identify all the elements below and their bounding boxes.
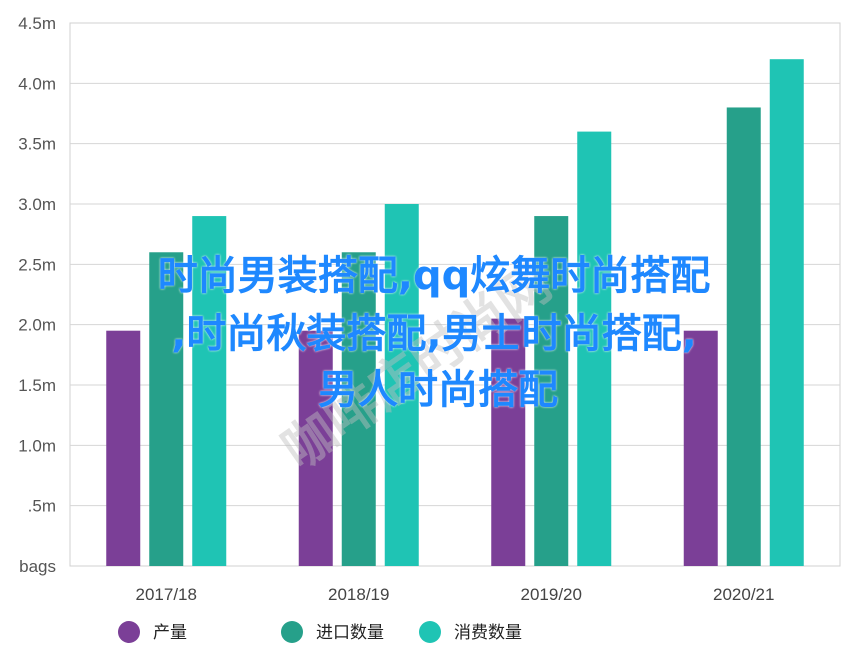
bar xyxy=(149,252,184,566)
y-tick-label: 1.5m xyxy=(18,376,56,395)
plot-frame xyxy=(69,22,841,567)
y-tick-label: 2.0m xyxy=(18,316,56,335)
bar xyxy=(384,204,419,566)
bar xyxy=(106,330,141,566)
overlay-title-line-2: ,时尚秋装搭配,男士时尚搭配, xyxy=(171,311,697,357)
legend-label: 进口数量 xyxy=(316,623,384,643)
bar xyxy=(534,216,569,567)
bar xyxy=(298,330,333,566)
overlay-title-line-1: 时尚男装搭配,qq炫舞时尚搭配 xyxy=(157,253,711,299)
y-tick-label: 1.0m xyxy=(18,436,56,455)
y-tick-label: .5m xyxy=(28,497,56,516)
legend-swatch xyxy=(419,621,441,643)
bar xyxy=(683,330,718,566)
legend-label: 产量 xyxy=(153,623,187,643)
bar xyxy=(192,216,227,567)
x-tick-label: 2020/21 xyxy=(713,585,774,604)
y-tick-label: 4.0m xyxy=(18,74,56,93)
bar xyxy=(341,252,376,566)
legend-label: 消费数量 xyxy=(454,623,522,643)
bar xyxy=(726,107,761,566)
y-tick-label: 4.5m xyxy=(18,14,56,33)
y-tick-label: 2.5m xyxy=(18,255,56,274)
bar xyxy=(577,131,612,566)
x-tick-label: 2018/19 xyxy=(328,585,389,604)
y-tick-label: 3.5m xyxy=(18,135,56,154)
x-tick-label: 2017/18 xyxy=(136,585,197,604)
legend-swatch xyxy=(118,621,140,643)
overlay-title-line-3: 男人时尚搭配 xyxy=(318,367,558,413)
bar xyxy=(769,59,804,566)
x-tick-label: 2019/20 xyxy=(521,585,582,604)
y-tick-label: 3.0m xyxy=(18,195,56,214)
bar xyxy=(491,318,526,566)
y-tick-label: bags xyxy=(19,557,56,576)
legend-swatch xyxy=(281,621,303,643)
